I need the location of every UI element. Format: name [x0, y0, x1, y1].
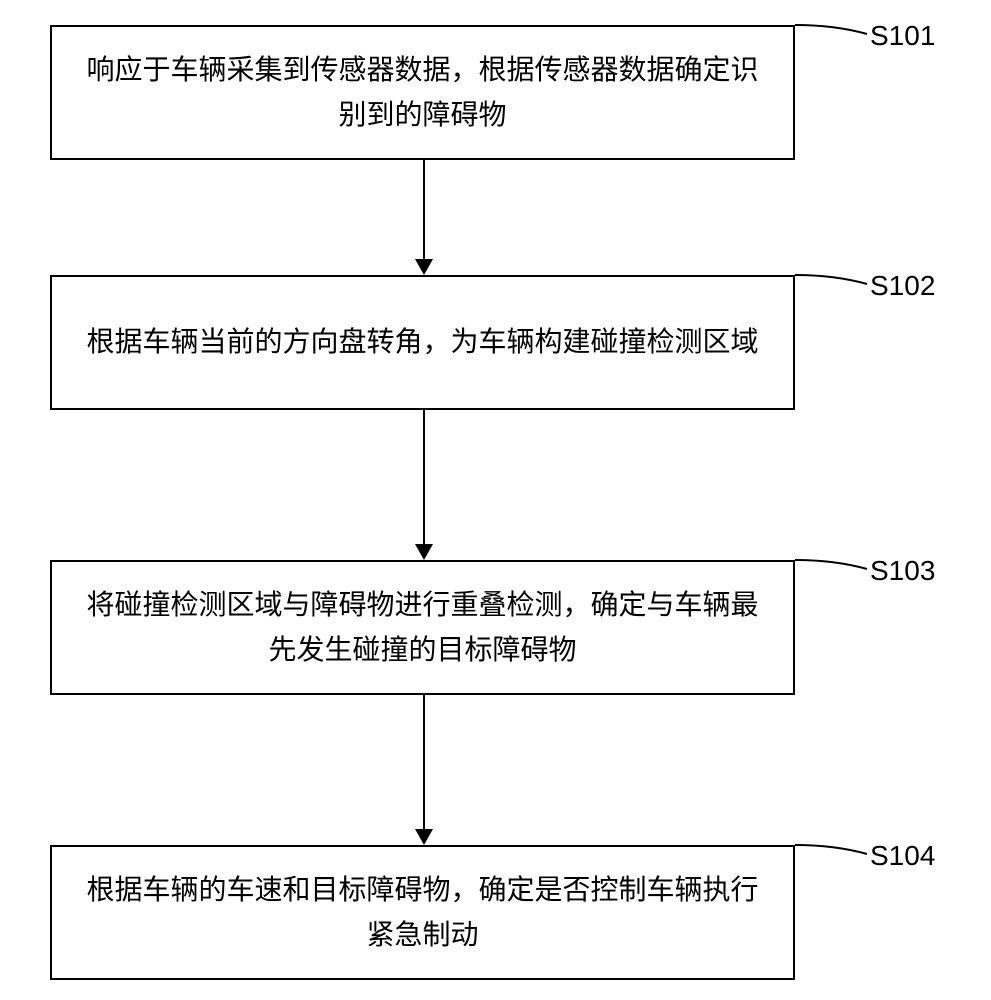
- step-label-3: S103: [870, 555, 935, 587]
- arrow-2: [423, 410, 425, 560]
- connector-1: [795, 22, 870, 42]
- flowchart-container: 响应于车辆采集到传感器数据，根据传感器数据确定识别到的障碍物 S101 根据车辆…: [0, 0, 991, 1000]
- step-box-3: 将碰撞检测区域与障碍物进行重叠检测，确定与车辆最先发生碰撞的目标障碍物: [50, 560, 795, 695]
- step-text-1: 响应于车辆采集到传感器数据，根据传感器数据确定识别到的障碍物: [82, 48, 763, 138]
- connector-2: [795, 272, 870, 292]
- step-box-4: 根据车辆的车速和目标障碍物，确定是否控制车辆执行紧急制动: [50, 845, 795, 980]
- arrow-3: [423, 695, 425, 845]
- step-label-1: S101: [870, 20, 935, 52]
- step-text-4: 根据车辆的车速和目标障碍物，确定是否控制车辆执行紧急制动: [82, 868, 763, 958]
- step-box-2: 根据车辆当前的方向盘转角，为车辆构建碰撞检测区域: [50, 275, 795, 410]
- step-label-4: S104: [870, 840, 935, 872]
- step-label-2: S102: [870, 270, 935, 302]
- step-box-1: 响应于车辆采集到传感器数据，根据传感器数据确定识别到的障碍物: [50, 25, 795, 160]
- connector-3: [795, 557, 870, 577]
- arrow-1: [423, 160, 425, 275]
- connector-4: [795, 842, 870, 862]
- step-text-3: 将碰撞检测区域与障碍物进行重叠检测，确定与车辆最先发生碰撞的目标障碍物: [82, 583, 763, 673]
- step-text-2: 根据车辆当前的方向盘转角，为车辆构建碰撞检测区域: [86, 320, 758, 365]
